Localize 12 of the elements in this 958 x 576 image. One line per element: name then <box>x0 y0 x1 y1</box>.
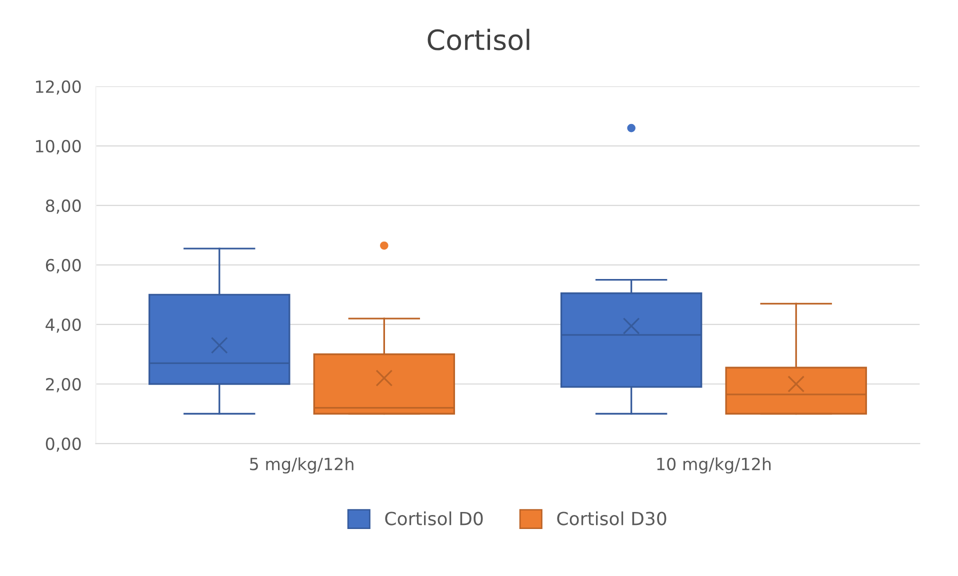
y-tick-label: 6,00 <box>46 258 81 274</box>
y-tick-label: 2,00 <box>46 378 81 392</box>
y-tick-label: 10,00 <box>36 140 81 154</box>
legend-label: Cortisol D30 <box>557 511 666 526</box>
x-tick-label: 5 mg/kg/12h <box>250 457 354 474</box>
y-tick-label: 4,00 <box>46 318 81 333</box>
chart-title: Cortisol <box>428 28 530 50</box>
y-tick-label: 0,00 <box>46 437 81 452</box>
x-tick-label: 10 mg/kg/12h <box>657 457 771 474</box>
legend-label: Cortisol D0 <box>385 511 483 526</box>
y-tick-label: 8,00 <box>46 199 81 214</box>
y-tick-label: 12,00 <box>36 80 81 95</box>
